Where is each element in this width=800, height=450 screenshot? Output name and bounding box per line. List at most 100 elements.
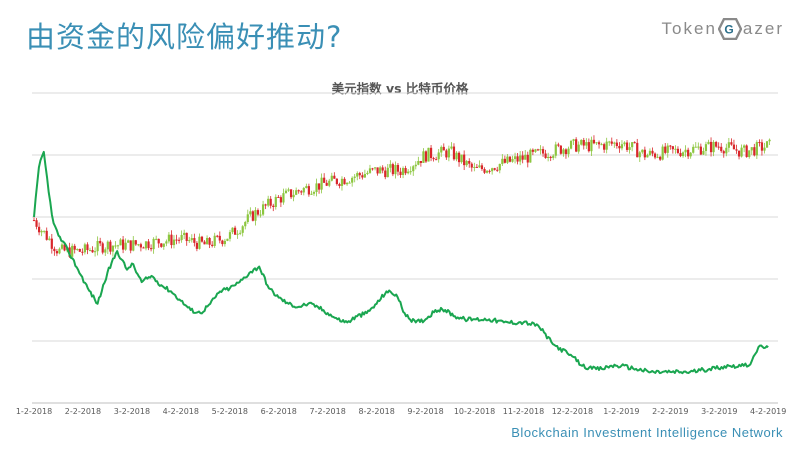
candle-body (562, 149, 565, 154)
x-tick-label: 2-2-2019 (652, 407, 688, 416)
candle-body (440, 146, 443, 153)
candle-body (371, 168, 374, 170)
candle-body (460, 154, 463, 163)
candle-body (572, 139, 575, 141)
candle-body (127, 240, 130, 243)
candle-body (289, 189, 293, 198)
candle-body (328, 180, 331, 186)
candle-body (463, 154, 466, 166)
btc-price-series (33, 150, 769, 375)
candle-body (96, 240, 99, 252)
candle-body (676, 148, 680, 153)
candle-body (121, 239, 125, 250)
candle-body (381, 167, 384, 171)
candle-body (48, 238, 51, 240)
candle-body (666, 145, 669, 153)
candle-body (544, 153, 547, 159)
candle-body (646, 154, 649, 158)
candle-body (295, 190, 298, 195)
candle-body (768, 139, 771, 142)
candle-body (758, 142, 761, 144)
x-axis-ticks: 1-2-2018 2-2-2018 3-2-2018 4-2-2018 5-2-2018… (16, 407, 787, 416)
candle-body (699, 146, 702, 155)
candle-body (435, 159, 438, 161)
candle-body (401, 168, 405, 176)
candle-body (287, 189, 290, 191)
candle-body (717, 146, 720, 148)
candle-body (417, 161, 420, 165)
candle-body (198, 236, 201, 249)
candle-body (274, 196, 277, 208)
candle-body (63, 244, 66, 251)
candle-body (745, 145, 748, 158)
candle-body (345, 182, 349, 185)
candle-body (743, 145, 746, 148)
x-tick-label: 10-2-2018 (454, 407, 495, 416)
candle-body (226, 238, 229, 241)
candle-body (353, 176, 356, 178)
candle-body (93, 251, 97, 253)
candle-body (465, 160, 468, 166)
candle-body (305, 186, 308, 189)
candle-body (503, 158, 506, 163)
candle-body (625, 142, 629, 150)
candle-body (195, 242, 198, 249)
candle-body (50, 238, 53, 249)
candle-body (760, 142, 764, 151)
candle-body (221, 240, 224, 245)
candle-body (312, 191, 316, 194)
candle-body (134, 240, 137, 245)
candle-body (623, 142, 626, 145)
candle-body (259, 214, 262, 216)
candle-body (43, 230, 46, 232)
candle-body (737, 150, 741, 157)
chart-title: 美元指数 vs 比特币价格 (331, 81, 469, 96)
hexagon-logo-icon: G (717, 18, 742, 40)
dxy-candlestick-series (32, 135, 771, 259)
candle-body (620, 144, 624, 149)
candle-body (648, 150, 652, 155)
candle-body (205, 237, 209, 245)
candle-body (475, 166, 478, 168)
candle-body (170, 234, 173, 246)
candle-body (396, 164, 400, 172)
candle-body (631, 142, 634, 148)
candle-body (338, 184, 341, 186)
candle-body (32, 220, 36, 222)
candle-body (651, 150, 654, 154)
candle-body (165, 241, 168, 244)
candle-body (386, 167, 389, 178)
candle-body (239, 232, 242, 234)
candle-body (501, 158, 504, 164)
candle-body (429, 147, 433, 159)
candle-body (264, 204, 267, 206)
candle-body (498, 163, 501, 171)
candle-body (753, 147, 756, 156)
candle-body (750, 147, 753, 151)
candle-body (511, 159, 514, 162)
candle-body (513, 156, 517, 160)
candle-body (473, 166, 476, 168)
candle-body (608, 141, 611, 143)
candle-body (554, 144, 557, 156)
brand-prefix: Token (661, 19, 717, 38)
candle-body (241, 226, 244, 233)
candle-body (552, 155, 555, 158)
candle-body (704, 144, 708, 152)
candle-body (702, 151, 705, 155)
brand-mark-letter: G (724, 23, 735, 37)
candle-body (715, 142, 718, 147)
candle-body (132, 240, 135, 251)
candle-body (641, 149, 644, 153)
candle-body (722, 151, 725, 154)
candle-body (300, 191, 303, 193)
candle-body (541, 149, 545, 154)
candle-body (485, 170, 489, 173)
candle-body (188, 240, 191, 242)
candle-body (35, 220, 38, 227)
candle-body (142, 247, 145, 249)
candle-body (363, 174, 366, 178)
candle-body (58, 248, 61, 254)
candle-body (109, 241, 112, 252)
x-tick-label: 6-2-2018 (261, 407, 297, 416)
